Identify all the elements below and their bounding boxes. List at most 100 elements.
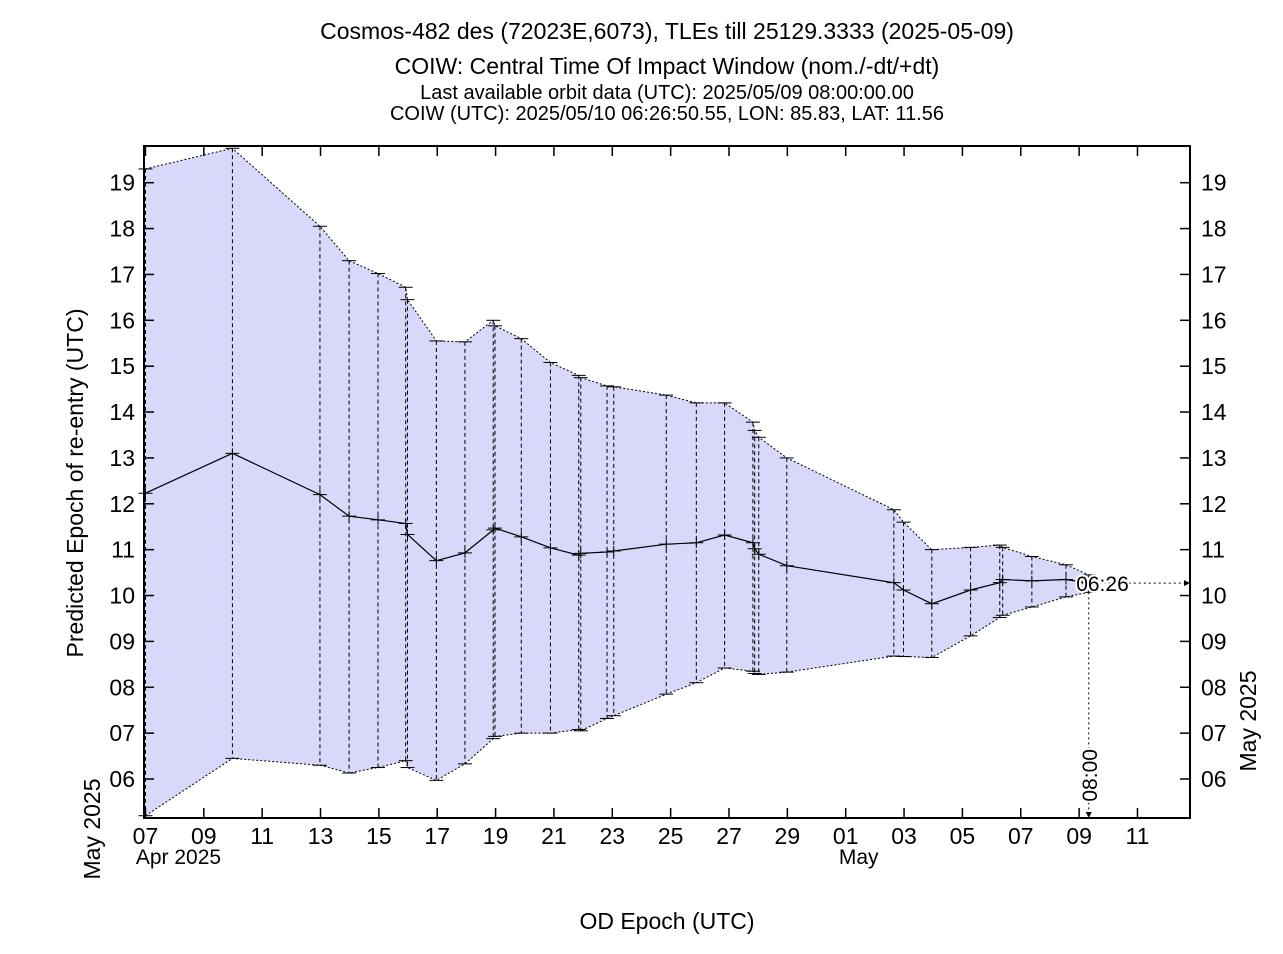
nominal-point-marker	[886, 577, 901, 588]
y2-tick-label: 07	[1201, 720, 1227, 746]
x-tick-label: 03	[891, 823, 917, 849]
nominal-point-marker	[543, 542, 558, 553]
nominal-point-marker	[600, 546, 615, 557]
chart-info-line-1: Last available orbit data (UTC): 2025/05…	[420, 82, 914, 104]
upper-bound-line	[145, 147, 1090, 576]
y2-tick-label: 13	[1201, 445, 1227, 471]
x-tick-label: 15	[366, 823, 392, 849]
y2-tick-label: 16	[1201, 307, 1227, 333]
impact-window-area	[145, 148, 1089, 816]
impact-window-band	[145, 147, 1090, 817]
nominal-point-marker	[398, 518, 413, 529]
x-tick-label: 09	[1066, 823, 1092, 849]
y2-tick-label: 14	[1201, 399, 1227, 425]
nominal-point-marker	[486, 524, 501, 535]
nominal-point-marker	[225, 448, 240, 459]
chart-info-line-2: COIW (UTC): 2025/05/10 06:26:50.55, LON:…	[390, 103, 944, 125]
nominal-point-marker	[745, 537, 760, 548]
nominal-point-marker	[371, 514, 386, 525]
nominal-point-marker	[342, 511, 357, 522]
nominal-point-marker	[457, 547, 472, 558]
x-tick-label: 23	[599, 823, 625, 849]
nominal-point-marker	[312, 489, 327, 500]
y-tick-label: 19	[109, 170, 135, 196]
y-tick-label: 13	[109, 445, 135, 471]
chart-subtitle: COIW: Central Time Of Impact Window (nom…	[395, 53, 940, 79]
x-tick-label: 07	[133, 823, 159, 849]
x-tick-label: 27	[716, 823, 742, 849]
x-tick-label: 29	[775, 823, 801, 849]
nominal-point-marker	[573, 548, 588, 559]
x-month-label: May	[839, 846, 879, 869]
y-tick-label: 11	[111, 537, 135, 563]
y-tick-label: 17	[109, 261, 135, 287]
x-tick-label: 13	[308, 823, 334, 849]
nominal-impact-line	[138, 448, 1096, 609]
y-tick-label: 16	[109, 307, 135, 333]
x-tick-label: 07	[1008, 823, 1034, 849]
y2-tick-label: 10	[1201, 583, 1227, 609]
nominal-point-marker	[896, 585, 911, 596]
y2-tick-label: 15	[1201, 353, 1227, 379]
x-tick-label: 21	[541, 823, 567, 849]
x-tick-label: 19	[483, 823, 509, 849]
nominal-point-marker	[138, 488, 153, 499]
nominal-point-marker	[924, 598, 939, 609]
y-tick-label: 18	[109, 216, 135, 242]
nominal-point-marker	[429, 555, 444, 566]
nominal-point-marker	[995, 574, 1010, 585]
axis-ticks: 07 09 11 13 15 17 19 21 23 25 27 29 01 03 05 07 09 11 Apr …	[109, 146, 1227, 869]
nominal-point-marker	[514, 531, 529, 542]
y2-tick-label: 18	[1201, 216, 1227, 242]
y2-tick-label: 19	[1201, 170, 1227, 196]
nominal-point-marker	[488, 523, 503, 534]
x-tick-label: 25	[658, 823, 684, 849]
x-month-label: Apr 2025	[136, 846, 221, 869]
last-data-arrow-down	[1085, 812, 1092, 818]
x-tick-label: 01	[833, 823, 859, 849]
nominal-point-marker	[1059, 574, 1073, 585]
x-tick-label: 05	[950, 823, 976, 849]
y-tick-label: 15	[109, 353, 135, 379]
x-tick-label: 11	[1126, 823, 1150, 849]
y2-tick-label: 09	[1201, 628, 1227, 654]
y2-axis-label: May 2025	[1235, 670, 1261, 771]
y2-tick-label: 17	[1201, 261, 1227, 287]
y-tick-label: 07	[109, 720, 135, 746]
nominal-point-marker	[751, 549, 766, 560]
y-tick-label: 10	[109, 583, 135, 609]
chart-title-block: Cosmos-482 des (72023E,6073), TLEs till …	[320, 18, 1014, 125]
nominal-point-marker	[1024, 575, 1039, 586]
y-tick-label: 08	[109, 674, 135, 700]
x-axis-label: OD Epoch (UTC)	[579, 908, 754, 934]
nominal-point-marker	[963, 585, 978, 596]
y-axis-label: Predicted Epoch of re-entry (UTC)	[62, 309, 88, 658]
nominal-point-marker	[571, 550, 586, 561]
nominal-point-marker	[400, 529, 415, 540]
y-tick-label: 06	[109, 766, 135, 792]
nominal-point-marker	[747, 543, 762, 554]
y-tick-label: 14	[109, 399, 135, 425]
x-tick-label: 17	[424, 823, 450, 849]
nominal-point-marker	[717, 529, 732, 540]
nominal-point-marker	[779, 560, 794, 571]
y-tick-label: 12	[109, 491, 135, 517]
coiw-arrow-right	[1184, 580, 1190, 587]
nominal-point-marker	[689, 537, 704, 548]
x-tick-label: 11	[250, 823, 274, 849]
x-tick-label: 09	[191, 823, 217, 849]
y2-tick-label: 08	[1201, 674, 1227, 700]
last-data-time-label: 08:00	[1079, 749, 1102, 802]
plot-frame	[143, 145, 1191, 819]
annotations: 06:26 08:00	[1074, 571, 1190, 818]
coiw-time-label: 06:26	[1076, 573, 1129, 596]
y2-tick-label: 12	[1201, 491, 1227, 517]
y2-tick-label: 06	[1201, 766, 1227, 792]
chart-title: Cosmos-482 des (72023E,6073), TLEs till …	[320, 18, 1014, 44]
nominal-point-marker	[606, 546, 621, 557]
y-tick-label: 09	[109, 628, 135, 654]
x-axis-year-label: May 2025	[79, 778, 105, 879]
nominal-point-marker	[659, 539, 674, 550]
y2-tick-label: 11	[1201, 537, 1225, 563]
